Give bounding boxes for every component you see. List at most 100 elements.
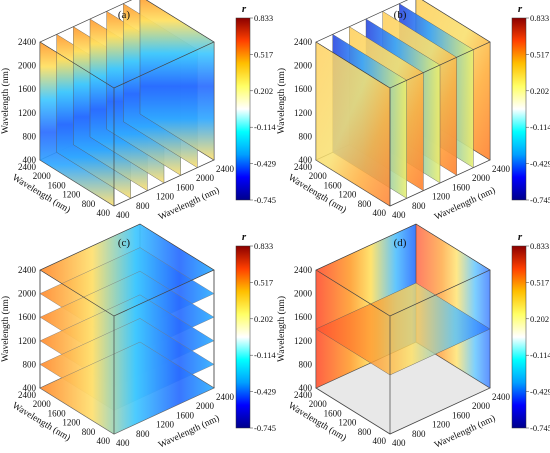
colorbar-tick-label: 0.517 — [254, 49, 273, 59]
colorbar-tick-label: -0.114 — [530, 350, 550, 360]
x-tick-label: 800 — [412, 201, 426, 211]
z-tick-label: 1600 — [294, 312, 313, 322]
y-tick-label: 2400 — [18, 390, 37, 400]
z-tick-label: 2400 — [18, 37, 37, 47]
y-tick-label: 400 — [373, 208, 387, 218]
z-tick-label: 2400 — [294, 265, 313, 275]
colorbar-tick-label: 0.517 — [530, 49, 549, 59]
slices — [315, 0, 491, 207]
z-tick-label: 1600 — [18, 312, 37, 322]
z-tick-label: 400 — [299, 155, 313, 165]
x-tick-label: 2000 — [472, 173, 491, 183]
z-tick-label: 400 — [23, 155, 37, 165]
y-tick-label: 1600 — [324, 408, 343, 418]
colorbar-tick-label: 0.517 — [530, 277, 549, 287]
colorbar-tick-label: -0.114 — [254, 350, 276, 360]
x-tick-label: 2400 — [492, 164, 511, 174]
colorbar-tick-label: 0.517 — [254, 277, 273, 287]
z-axis: 400 800 1200 1600 2000 2400 Wavelength (nm) — [276, 265, 313, 393]
x-tick-label: 2400 — [216, 392, 235, 402]
y-tick-label: 2400 — [294, 162, 313, 172]
colorbar-tick-label: -0.429 — [254, 159, 276, 169]
colorbar-bar — [511, 17, 527, 201]
z-tick-label: 800 — [299, 359, 313, 369]
z-tick-label: 400 — [23, 383, 37, 393]
box-top — [39, 0, 215, 89]
colorbar-tick-label: 0.833 — [254, 13, 273, 23]
panel-label: (d) — [394, 237, 407, 249]
x-tick-label: 1600 — [452, 410, 471, 420]
x-tick-label: 2000 — [196, 173, 215, 183]
colorbar-tick-label: -0.745 — [530, 195, 550, 205]
z-axis-label: Wavelength (nm) — [276, 68, 287, 134]
x-tick-label: 1200 — [156, 420, 175, 430]
z-tick-label: 2000 — [294, 289, 313, 299]
colorbar: r 0.833 0.517 0.202 -0.114 -0.429 -0.745 — [235, 3, 276, 205]
colorbar-tick-label: 0.202 — [254, 314, 273, 324]
y-tick-label: 2000 — [309, 171, 328, 181]
y-tick-label: 800 — [82, 427, 96, 437]
colorbar-symbol: r — [518, 231, 523, 243]
z-tick-label: 2400 — [294, 37, 313, 47]
colorbar-symbol: r — [242, 231, 247, 243]
z-tick-label: 800 — [23, 359, 37, 369]
z-tick-label: 1200 — [294, 336, 313, 346]
z-tick-label: 800 — [23, 131, 37, 141]
colorbar: r 0.833 0.517 0.202 -0.114 -0.429 -0.745 — [511, 231, 550, 433]
x-tick-label: 2400 — [492, 392, 511, 402]
colorbar-tick-label: -0.745 — [254, 423, 276, 433]
y-tick-label: 1200 — [62, 190, 81, 200]
z-axis: 400 800 1200 1600 2000 2400 Wavelength (nm) — [0, 37, 37, 165]
panel-label: (a) — [118, 9, 131, 21]
colorbar-tick-label: -0.429 — [530, 159, 550, 169]
x-tick-label: 1600 — [176, 182, 195, 192]
colorbar-tick-label: -0.114 — [254, 122, 276, 132]
z-tick-label: 2000 — [18, 289, 37, 299]
y-tick-label: 2400 — [294, 390, 313, 400]
colorbar-bar — [511, 245, 527, 429]
z-tick-label: 1200 — [18, 108, 37, 118]
y-tick-label: 800 — [358, 427, 372, 437]
colorbar-tick-label: -0.745 — [254, 195, 276, 205]
z-tick-label: 800 — [299, 131, 313, 141]
z-tick-label: 1600 — [294, 84, 313, 94]
x-tick-label: 1600 — [176, 410, 195, 420]
y-tick-label: 800 — [82, 199, 96, 209]
z-tick-label: 1200 — [18, 336, 37, 346]
x-tick-label: 400 — [116, 438, 130, 448]
slice-plane — [39, 341, 215, 435]
y-tick-label: 1600 — [48, 408, 67, 418]
box-top — [39, 223, 215, 317]
z-tick-label: 1200 — [294, 108, 313, 118]
colorbar-bar — [235, 17, 251, 201]
x-tick-label: 400 — [392, 210, 406, 220]
colorbar-tick-label: 0.833 — [254, 241, 273, 251]
colorbar-tick-label: 0.833 — [530, 241, 549, 251]
z-tick-label: 1600 — [18, 84, 37, 94]
panel-label: (b) — [394, 9, 407, 21]
x-tick-label: 800 — [136, 429, 150, 439]
panel-label: (c) — [118, 237, 131, 249]
x-tick-label: 2400 — [216, 164, 235, 174]
x-tick-label: 1600 — [452, 182, 471, 192]
y-tick-label: 1600 — [48, 180, 67, 190]
box-top — [315, 223, 491, 317]
y-tick-label: 2000 — [309, 399, 328, 409]
colorbar-tick-label: -0.429 — [530, 387, 550, 397]
x-tick-label: 1200 — [432, 420, 451, 430]
y-tick-label: 2000 — [33, 171, 52, 181]
x-tick-label: 800 — [412, 429, 426, 439]
x-tick-label: 2000 — [196, 401, 215, 411]
y-tick-label: 400 — [373, 436, 387, 446]
z-tick-label: 2000 — [294, 61, 313, 71]
x-tick-label: 800 — [136, 201, 150, 211]
x-tick-label: 2000 — [472, 401, 491, 411]
y-tick-label: 2400 — [18, 162, 37, 172]
y-tick-label: 1200 — [338, 418, 357, 428]
colorbar-bar — [235, 245, 251, 429]
colorbar: r 0.833 0.517 0.202 -0.114 -0.429 -0.745 — [235, 231, 276, 433]
